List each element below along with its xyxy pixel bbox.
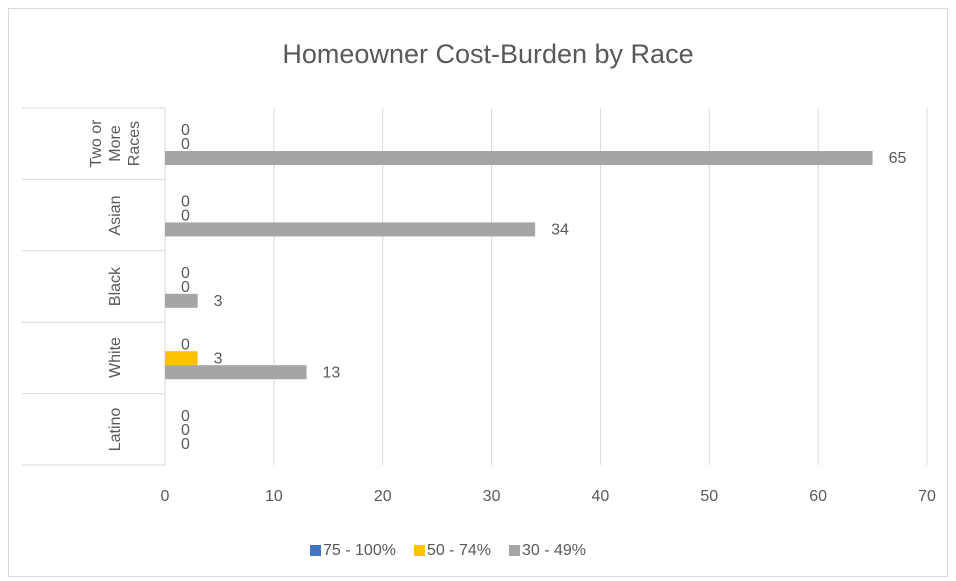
x-tick-label: 0 (161, 488, 170, 505)
x-tick-label: 40 (592, 488, 610, 505)
data-label: 0 (181, 336, 190, 353)
bar (165, 222, 536, 237)
data-label: 34 (551, 222, 569, 239)
bar (165, 365, 307, 380)
bar (165, 351, 198, 366)
legend-swatch (508, 545, 520, 556)
bar (165, 293, 198, 308)
data-label: 3 (214, 293, 223, 310)
legend-swatch (310, 545, 321, 556)
legend-label: 75 - 100% (323, 542, 396, 559)
y-tick-label: Two or More Races (87, 119, 143, 168)
bar (165, 151, 873, 165)
chart-frame (8, 8, 948, 577)
data-label: 0 (181, 208, 190, 225)
data-label: 13 (323, 364, 341, 381)
data-label: 0 (181, 194, 190, 211)
legend-swatch (413, 545, 425, 556)
legend-label: 30 - 49% (522, 542, 586, 559)
x-tick-label: 60 (809, 488, 827, 505)
y-tick-label: Asian (106, 195, 124, 236)
x-tick-label: 30 (483, 488, 501, 505)
y-tick-label: Black (106, 266, 124, 307)
legend-label: 50 - 74% (427, 542, 491, 559)
data-label: 3 (214, 350, 223, 367)
data-label: 0 (181, 265, 190, 282)
data-label: 0 (181, 422, 190, 439)
chart-title: Homeowner Cost-Burden by Race (282, 39, 693, 69)
y-tick-label: White (106, 337, 124, 379)
data-label: 0 (181, 408, 190, 425)
data-label: 0 (181, 136, 190, 153)
y-tick-label: Latino (106, 407, 124, 452)
data-label: 0 (181, 436, 190, 453)
data-label: 65 (889, 150, 907, 167)
data-label: 0 (181, 279, 190, 296)
x-tick-label: 50 (700, 488, 718, 505)
x-tick-label: 10 (265, 488, 283, 505)
x-tick-label: 20 (374, 488, 392, 505)
data-label: 0 (181, 122, 190, 139)
x-tick-label: 70 (918, 488, 936, 505)
